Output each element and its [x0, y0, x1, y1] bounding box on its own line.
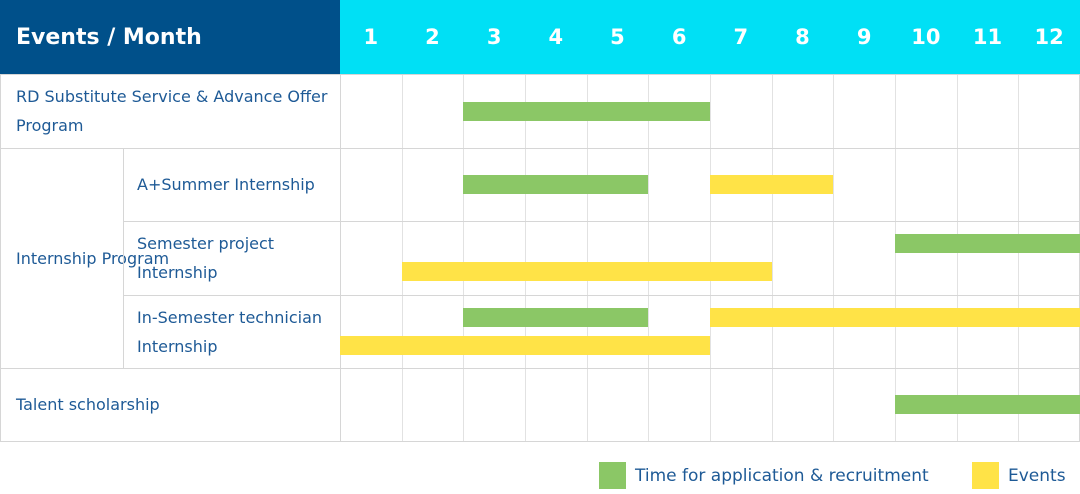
bar-events — [710, 308, 1080, 327]
month-label-8: 8 — [795, 25, 810, 49]
legend-label-events: Events — [1008, 465, 1066, 486]
legend-item-application: Time for application & recruitment — [599, 462, 929, 489]
bar-application — [463, 175, 649, 194]
row-label: RD Substitute Service & Advance Offer Pr… — [16, 87, 328, 135]
month-gridline — [895, 74, 896, 441]
subgroup-divider — [123, 148, 124, 368]
month-gridline — [710, 74, 711, 441]
month-label-6: 6 — [671, 25, 687, 49]
legend-item-events: Events — [972, 462, 1066, 489]
row-divider — [123, 221, 1080, 222]
month-gridline — [833, 74, 835, 441]
month-gridline — [401, 74, 403, 441]
month-gridline — [771, 74, 773, 441]
group-label-internship-program: Internship Program — [16, 248, 170, 268]
row-label: A+Summer Internship — [137, 175, 315, 194]
row-divider — [0, 441, 1080, 442]
month-gridline — [586, 74, 588, 441]
row-divider — [0, 148, 1080, 149]
month-label-11: 11 — [972, 25, 1003, 49]
row-divider — [123, 295, 1080, 296]
row-label: Talent scholarship — [16, 395, 160, 414]
month-gridline — [1018, 74, 1020, 441]
row-label: In-Semester technician Internship — [137, 307, 323, 356]
month-label-1: 1 — [363, 25, 379, 49]
month-gridline — [956, 74, 958, 441]
legend-label-application: Time for application & recruitment — [635, 465, 929, 486]
month-label-3: 3 — [486, 25, 502, 49]
bar-application — [463, 308, 649, 327]
month-gridline — [648, 74, 650, 441]
month-label-12: 12 — [1034, 25, 1064, 49]
bar-events — [340, 336, 710, 355]
header-title: Events / Month — [0, 0, 340, 74]
month-gridline — [463, 74, 465, 441]
outer-border-left — [0, 74, 1, 441]
row-label: Semester project Internship — [137, 234, 275, 282]
legend-swatch-application — [599, 462, 626, 489]
row-divider — [0, 368, 1080, 369]
bar-events — [710, 175, 834, 194]
month-label-5: 5 — [610, 25, 625, 49]
month-gridline — [525, 74, 526, 441]
month-label-7: 7 — [733, 25, 749, 49]
month-label-4: 4 — [548, 25, 564, 49]
month-label-2: 2 — [425, 25, 440, 49]
row-divider — [0, 74, 1080, 75]
bar-application — [895, 234, 1080, 253]
month-label-9: 9 — [856, 25, 872, 49]
month-label-10: 10 — [911, 25, 941, 49]
legend-swatch-events — [972, 462, 999, 489]
column-divider — [340, 74, 341, 441]
bar-application — [463, 101, 710, 121]
month-header — [340, 0, 1080, 74]
bar-application — [895, 395, 1080, 414]
bar-events — [401, 262, 772, 281]
